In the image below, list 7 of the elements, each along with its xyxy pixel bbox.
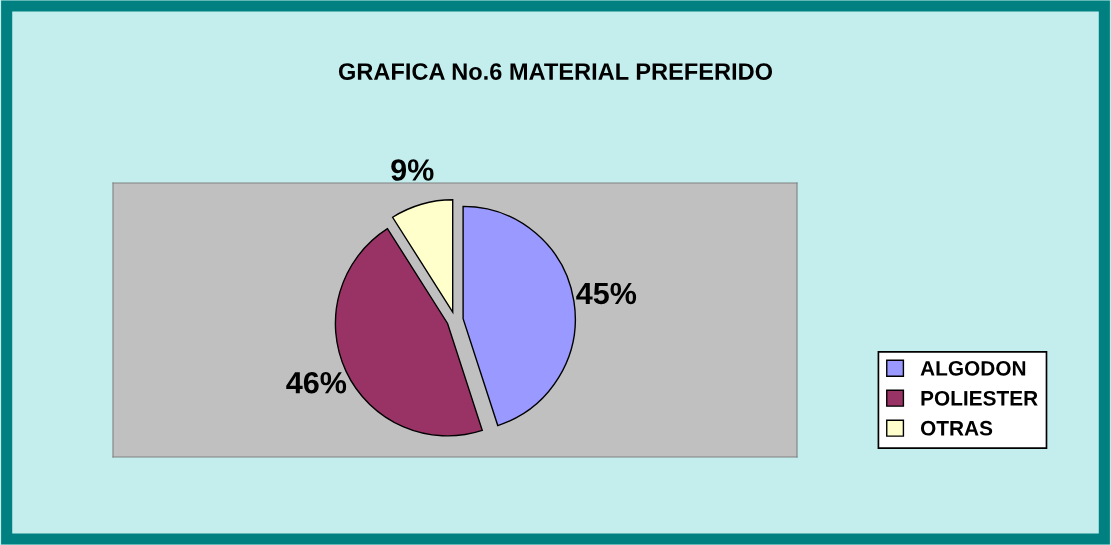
legend-label: ALGODON [920,360,1026,376]
legend-label: POLIESTER [921,390,1038,406]
legend-label: OTRAS [920,420,993,436]
data-label: 46% [286,371,347,394]
data-label: 45% [576,282,637,305]
chart-title: GRAFICA No.6 MATERIAL PREFERIDO [338,63,773,80]
data-label: 9% [391,159,434,181]
